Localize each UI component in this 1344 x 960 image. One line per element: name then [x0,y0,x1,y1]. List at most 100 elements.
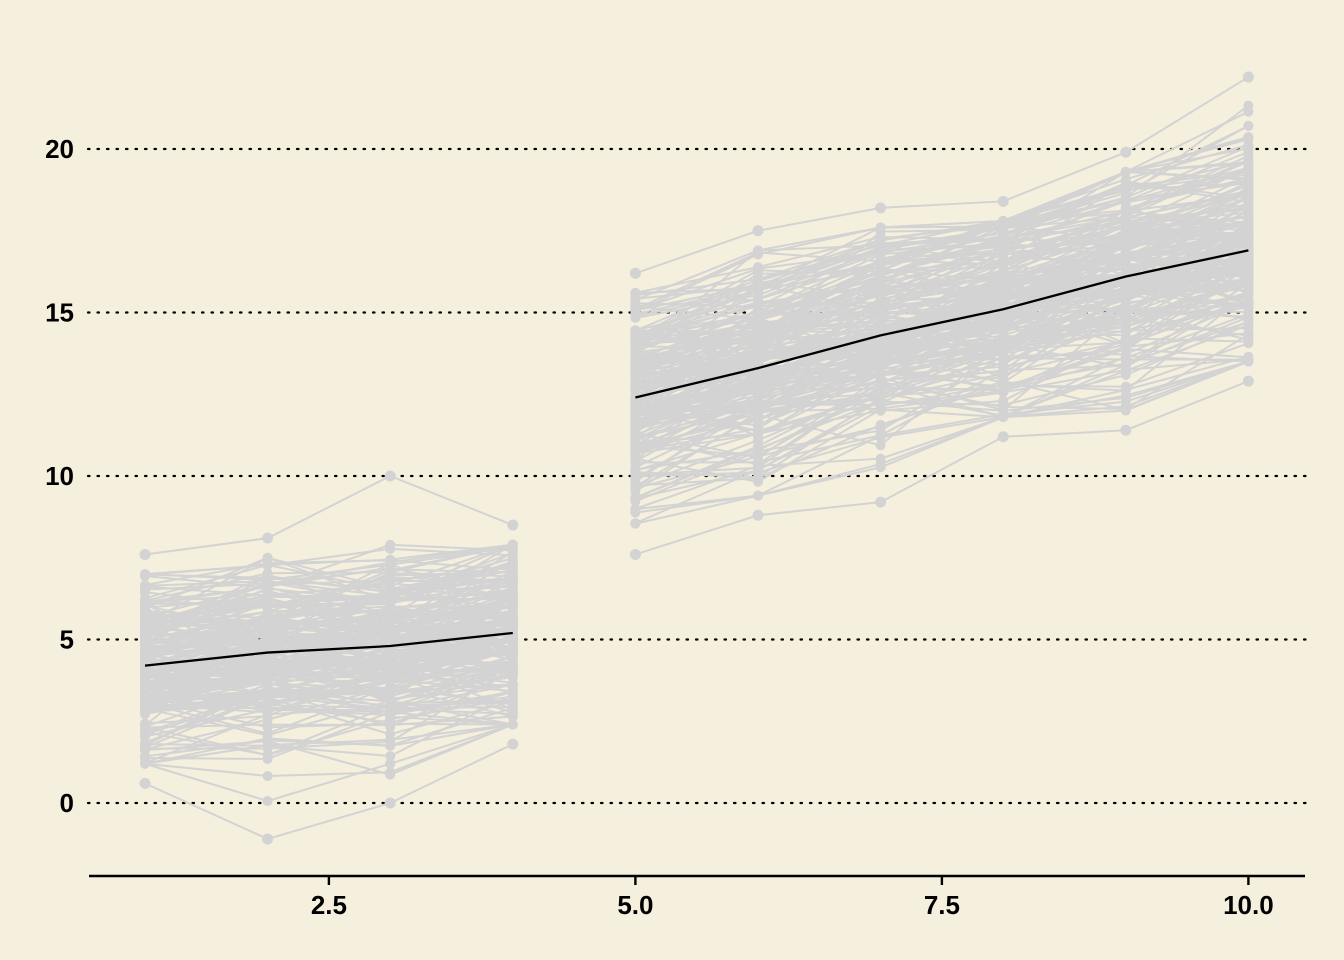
trajectory-point [1243,100,1254,111]
trajectory-point [262,688,273,699]
trajectory-line [635,300,1249,472]
trajectory-point [998,318,1009,329]
trajectory-line [144,557,514,645]
trajectory-line [635,284,1249,410]
extreme-point [629,548,641,560]
mean-line-group-2 [635,249,1249,399]
trajectory-line [635,360,1249,510]
trajectory-point [998,412,1009,423]
y-tick-label-0: 0 [60,788,74,818]
trajectory-point [998,249,1009,260]
y-tick-label-5: 5 [60,625,74,655]
trajectory-line [144,654,513,704]
y-tick-label-15: 15 [45,298,74,328]
trajectory-point [1120,297,1131,308]
trajectory-point [875,380,886,391]
trajectory-point [140,655,150,666]
lower-extreme-line [635,380,1249,556]
trajectory-point [875,317,886,328]
trajectory-line [144,723,514,803]
trajectory-point [1243,173,1254,184]
trajectory-point [262,709,273,720]
trajectory-point [875,363,886,374]
trajectory-point [1243,351,1254,362]
trajectory-point [998,215,1009,226]
trajectory-line [635,234,1249,369]
trajectory-point [630,492,641,503]
trajectory-line [144,556,513,610]
trajectory-line [144,578,513,620]
trajectory-line [635,262,1249,373]
trajectory-point [507,668,518,679]
trajectory-point [875,440,886,451]
trajectory-point [507,540,518,551]
trajectory-point [385,758,396,769]
trajectory-point [753,490,763,501]
trajectory-point [753,425,763,436]
x-tick-label-7.5: 7.5 [924,890,960,920]
trajectory-line [144,674,513,711]
extreme-point [1242,71,1254,83]
y-axis-labels: 0 5 10 15 20 [45,134,74,818]
trajectory-point [630,356,641,367]
trajectory-point [753,383,763,394]
extreme-point [997,195,1009,207]
trajectory-line [144,543,513,589]
trajectory-point [385,729,396,740]
trajectory-point [753,443,763,454]
trajectory-point [385,711,396,722]
trajectory-point [875,256,886,267]
trajectory-point [1120,279,1131,290]
trajectory-line [635,259,1249,438]
trajectory-point [507,574,518,585]
extreme-point [384,797,396,809]
trajectory-point [385,575,396,586]
trajectory-point [1243,228,1254,239]
trajectory-line [635,316,1249,499]
trajectory-point [385,767,396,778]
trajectory-point [507,695,518,706]
trajectory-point [507,547,518,558]
trajectory-line [635,342,1249,432]
trajectory-point [385,718,396,729]
trajectory-point [262,653,273,664]
trajectory-line [144,547,513,576]
trajectory-point [875,405,886,416]
trajectory-point [1120,184,1131,195]
trajectory-point [262,560,273,571]
trajectory-line [634,147,1249,311]
trajectory-line [144,599,514,639]
extreme-point [507,738,519,750]
trajectory-point [385,587,396,598]
extreme-point [262,833,274,845]
trajectory-point [1120,340,1131,351]
trajectory-point [1120,362,1131,373]
trajectory-point [385,685,396,696]
trajectory-line [144,576,513,628]
trajectory-point [630,441,641,452]
trajectory-line [635,320,1249,499]
trajectory-point [875,267,886,278]
individual-trajectories [139,71,1254,845]
trajectory-point [1120,352,1131,363]
trajectory-point [262,722,273,733]
trajectory-point [875,283,886,294]
trajectory-point [507,657,518,668]
trajectory-point [140,643,150,654]
trajectory-point [262,599,273,610]
mean-lines [144,249,1249,667]
trajectory-line [144,566,514,606]
extreme-point [875,496,887,508]
trajectory-line [635,259,1249,422]
trajectory-line [635,233,1249,410]
trajectory-point [262,552,273,563]
trajectory-line [635,311,1249,439]
trajectory-line [144,655,514,716]
trajectory-line [144,637,514,685]
trajectory-line [144,697,513,757]
trajectory-point [753,472,763,483]
trajectory-point [1243,156,1254,167]
trajectory-line [634,221,1249,338]
trajectory-line [144,638,514,749]
